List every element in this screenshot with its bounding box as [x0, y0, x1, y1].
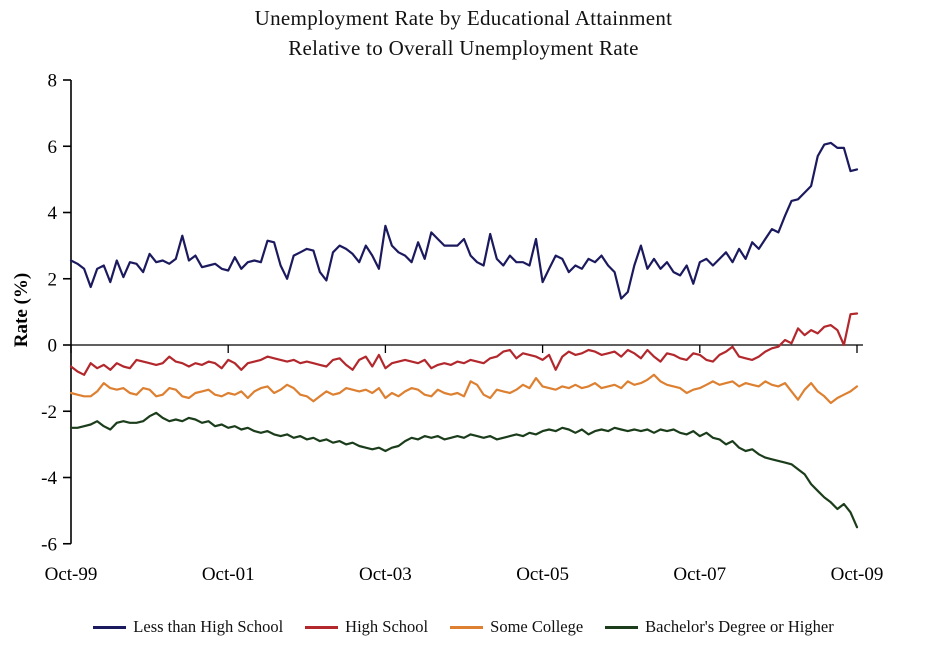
y-tick-label: -4 — [41, 468, 57, 489]
legend-swatch — [450, 625, 484, 629]
x-tick-label: Oct-99 — [45, 564, 98, 585]
x-tick-label: Oct-05 — [516, 564, 569, 585]
y-tick-label: 2 — [48, 269, 58, 290]
legend-swatch — [93, 625, 127, 629]
x-tick-label: Oct-01 — [202, 564, 255, 585]
legend-item: High School — [305, 617, 428, 637]
x-tick-label: Oct-07 — [673, 564, 726, 585]
y-tick-label: 8 — [48, 71, 58, 92]
legend: Less than High School High School Some Col… — [0, 617, 927, 637]
y-tick-label: -2 — [41, 402, 57, 423]
legend-label: Some College — [490, 617, 584, 636]
chart-title-block: Unemployment Rate by Educational Attainm… — [0, 3, 927, 63]
legend-label: High School — [345, 617, 429, 636]
legend-label: Bachelor's Degree or Higher — [645, 617, 834, 636]
legend-item: Less than High School — [93, 617, 283, 637]
plot-area: 8 6 4 2 0 -2 -4 -6 Oct-99 Oct-01 Oct-03 Oct-05 Oct-0… — [41, 71, 884, 586]
series-line-less-than-high-school — [69, 141, 859, 300]
x-tick-label: Oct-03 — [359, 564, 412, 585]
y-tick-label: 4 — [48, 203, 58, 224]
series-line-some-college — [69, 373, 859, 405]
y-tick-label: 0 — [48, 336, 58, 357]
y-tick-label: -6 — [41, 534, 57, 555]
legend-swatch — [605, 625, 639, 629]
y-tick-label: 6 — [48, 137, 58, 158]
chart-subtitle: Relative to Overall Unemployment Rate — [288, 36, 639, 60]
legend-swatch — [305, 625, 339, 629]
legend-item: Some College — [450, 617, 583, 637]
legend-label: Less than High School — [133, 617, 284, 636]
legend-item: Bachelor's Degree or Higher — [605, 617, 834, 637]
chart-title: Unemployment Rate by Educational Attainm… — [254, 6, 673, 30]
series-line-bachelor-s-degree-or-higher — [69, 411, 859, 529]
x-tick-label: Oct-09 — [831, 564, 884, 585]
series-line-high-school — [69, 312, 859, 376]
